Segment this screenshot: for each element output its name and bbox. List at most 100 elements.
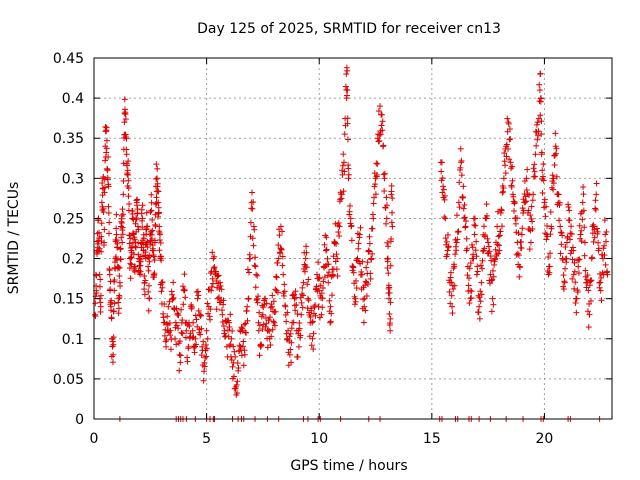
data-point [592,206,599,213]
data-point [127,275,134,282]
data-point [549,172,556,179]
data-point [290,319,297,326]
y-tick-label: 0.35 [53,131,84,147]
data-point [328,292,335,299]
data-point [117,283,124,290]
data-point [254,272,261,279]
data-point [332,220,339,227]
data-point [343,71,350,78]
data-point [310,330,317,337]
data-point [197,331,204,338]
data-point [177,359,184,366]
data-point [447,300,454,307]
data-point [149,227,156,234]
data-point [468,288,475,295]
data-point [253,271,260,278]
data-point [475,309,482,316]
data-point [191,349,198,356]
data-point [592,205,599,212]
data-point [307,314,314,321]
data-point [301,268,308,275]
data-point [565,204,572,211]
data-point [337,196,344,203]
data-point [527,239,534,246]
data-point [265,327,272,334]
data-point [327,319,334,326]
data-point [553,145,560,152]
data-point [229,327,236,334]
data-point [130,231,137,238]
data-point [505,120,512,127]
data-point [226,323,233,330]
data-point [208,284,215,291]
data-point [363,264,370,271]
data-point [145,288,152,295]
data-point [309,318,316,325]
data-point [253,295,260,302]
data-point [602,238,609,245]
data-point [294,310,301,317]
data-point [214,273,221,280]
data-point [567,250,574,257]
data-point [340,188,347,195]
data-point [219,311,226,318]
data-point [156,223,163,230]
data-point [588,277,595,284]
data-point [214,295,221,302]
data-point [383,194,390,201]
data-point [119,231,126,238]
data-point [518,238,525,245]
data-point [157,231,164,238]
data-point [235,365,242,372]
data-point [274,289,281,296]
data-point [315,259,322,266]
data-point [584,272,591,279]
data-point [202,354,209,361]
data-point [366,248,373,255]
data-point [518,231,525,238]
data-point [173,305,180,312]
data-point [473,271,480,278]
data-point [195,307,202,314]
data-point [388,219,395,226]
data-point [344,87,351,94]
data-point [559,232,566,239]
data-point [577,231,584,238]
data-point [334,255,341,262]
data-point [538,149,545,156]
data-point [183,327,190,334]
data-point [155,188,162,195]
data-point [127,260,134,267]
data-point [471,215,478,222]
data-point [556,217,563,224]
data-point [252,284,259,291]
data-point [304,295,311,302]
data-point [304,281,311,288]
data-point [103,149,110,156]
data-point [176,367,183,374]
data-point [380,171,387,178]
data-point [525,207,532,214]
data-point [97,308,104,315]
data-point [369,250,376,257]
data-point [165,303,172,310]
data-point [297,332,304,339]
data-point [343,92,350,99]
data-point [302,255,309,262]
data-point [376,137,383,144]
data-point [471,221,478,228]
data-point [241,351,248,358]
data-point [578,227,585,234]
data-point [575,256,582,263]
data-point [527,212,534,219]
data-point [519,225,526,232]
data-point [318,290,325,297]
data-point [139,224,146,231]
data-point [327,318,334,325]
data-point [371,194,378,201]
data-point [103,145,110,152]
data-point [208,287,215,294]
data-point [542,203,549,210]
data-point [447,269,454,276]
data-point [516,273,523,280]
